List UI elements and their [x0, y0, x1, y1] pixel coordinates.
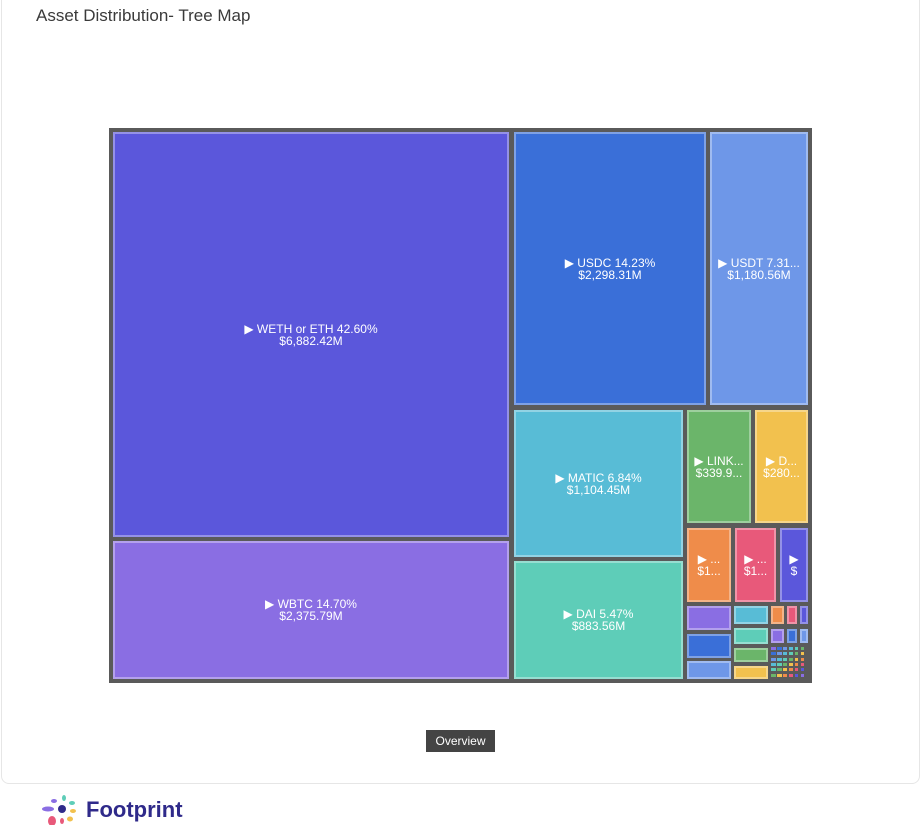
- treemap-tiny-cell[interactable]: [795, 673, 798, 677]
- treemap-tiny-cell[interactable]: [783, 647, 787, 650]
- footprint-logo-icon: [42, 795, 76, 825]
- treemap-small-cell[interactable]: [771, 606, 784, 624]
- treemap-tiny-cell[interactable]: [783, 657, 787, 661]
- treemap-tiny-cell[interactable]: [801, 657, 804, 661]
- treemap-tiny-cell[interactable]: [777, 668, 782, 672]
- treemap-tiny-cell[interactable]: [777, 657, 782, 661]
- treemap-tiny-cell[interactable]: [801, 673, 804, 677]
- cell-label: ▶ ...: [697, 552, 721, 566]
- treemap-small-cell[interactable]: [787, 629, 797, 643]
- treemap-tiny-cell[interactable]: [789, 652, 793, 656]
- brand-name: Footprint: [86, 797, 183, 822]
- treemap-tiny-cell[interactable]: [771, 652, 776, 656]
- treemap-cell[interactable]: ▶ USDC 14.23% $2,298.31M: [514, 132, 706, 405]
- treemap-tiny-cell[interactable]: [795, 668, 798, 672]
- treemap-tiny-cell[interactable]: [777, 662, 782, 666]
- treemap-tiny-cell[interactable]: [795, 652, 798, 656]
- cell-label: $6,882.42M: [279, 333, 343, 348]
- cell-label: ▶ DAI 5.47%: [563, 607, 634, 621]
- treemap-small-cell[interactable]: [734, 666, 768, 679]
- treemap-cell[interactable]: ▶ $: [780, 528, 808, 602]
- treemap-tiny-cell[interactable]: [783, 662, 787, 666]
- treemap-tiny-cell[interactable]: [777, 673, 782, 677]
- cell-label: $280...: [763, 465, 800, 480]
- treemap-small-cell[interactable]: [734, 628, 768, 644]
- cell-label: $1,104.45M: [566, 482, 631, 497]
- treemap-cell[interactable]: ▶ DAI 5.47% $883.56M: [514, 561, 683, 679]
- faint-header-text: — — — — — — — — —: [712, 0, 835, 4]
- chart-title: Asset Distribution- Tree Map: [36, 6, 251, 25]
- treemap: ▶ WETH or ETH 42.60% $6,882.42M ▶ WBTC 14.…: [109, 128, 812, 683]
- treemap-small-cell[interactable]: [687, 661, 731, 679]
- treemap-tiny-cell[interactable]: [801, 668, 804, 672]
- cell-label: ▶ WETH or ETH 42.60%: [244, 321, 378, 336]
- treemap-tiny-cell[interactable]: [801, 647, 804, 650]
- treemap-cell[interactable]: ▶ WETH or ETH 42.60% $6,882.42M: [113, 132, 509, 537]
- treemap-tiny-cell[interactable]: [771, 657, 776, 661]
- treemap-cell[interactable]: ▶ ... $1...: [687, 528, 731, 602]
- cell-label: ▶: [789, 552, 799, 566]
- treemap-tiny-cell[interactable]: [783, 673, 787, 677]
- treemap-small-cell[interactable]: [787, 606, 797, 624]
- cell-label: ▶ WBTC 14.70%: [265, 597, 357, 611]
- treemap-tiny-cell[interactable]: [771, 647, 776, 650]
- treemap-tiny-cell[interactable]: [771, 668, 776, 672]
- treemap-tiny-cell[interactable]: [789, 668, 793, 672]
- cell-label: ▶ ...: [744, 552, 767, 566]
- treemap-cell[interactable]: ▶ USDT 7.31... $1,180.56M: [710, 132, 808, 405]
- cell-label: ▶ MATIC 6.84%: [555, 470, 642, 485]
- treemap-tiny-cell[interactable]: [795, 657, 798, 661]
- overview-button[interactable]: Overview: [426, 730, 495, 752]
- treemap-tiny-cell[interactable]: [777, 652, 782, 656]
- treemap-tiny-cell[interactable]: [783, 652, 787, 656]
- treemap-tiny-cell[interactable]: [789, 673, 793, 677]
- treemap-small-cell[interactable]: [771, 629, 784, 643]
- treemap-small-cell[interactable]: [734, 648, 768, 662]
- cell-label: $1,180.56M: [727, 267, 791, 282]
- cell-label: $1...: [743, 564, 768, 578]
- cell-label: ▶ USDC 14.23%: [564, 255, 656, 270]
- treemap-cell[interactable]: ▶ MATIC 6.84% $1,104.45M: [514, 410, 683, 557]
- treemap-tiny-cell[interactable]: [771, 662, 776, 666]
- treemap-cell[interactable]: ▶ ... $1...: [735, 528, 776, 602]
- treemap-cell[interactable]: ▶ D... $280...: [755, 410, 808, 523]
- treemap-small-cell[interactable]: [734, 606, 768, 624]
- treemap-small-cell[interactable]: [687, 634, 731, 658]
- treemap-tiny-cell[interactable]: [789, 647, 793, 650]
- cell-label: $2,375.79M: [279, 609, 343, 623]
- cell-label: ▶ LINK...: [694, 453, 744, 468]
- treemap-small-cell[interactable]: [800, 606, 808, 624]
- cell-label: ▶ USDT 7.31...: [718, 255, 800, 270]
- treemap-tiny-cell[interactable]: [777, 647, 782, 650]
- treemap-tiny-cell[interactable]: [795, 647, 798, 650]
- cell-label: ▶ D...: [765, 453, 798, 468]
- cell-label: $1...: [697, 564, 721, 578]
- treemap-tiny-cell[interactable]: [771, 673, 776, 677]
- footprint-logo[interactable]: Footprint: [40, 795, 183, 825]
- treemap-small-cell[interactable]: [687, 606, 731, 630]
- cell-label: $2,298.31M: [578, 267, 642, 282]
- cell-label: $339.9...: [695, 465, 743, 480]
- treemap-cell[interactable]: ▶ LINK... $339.9...: [687, 410, 751, 523]
- treemap-tiny-cell[interactable]: [789, 657, 793, 661]
- cell-label: $: [790, 564, 798, 578]
- treemap-tiny-cell[interactable]: [789, 662, 793, 666]
- treemap-tiny-cell[interactable]: [783, 668, 787, 672]
- treemap-tiny-cell[interactable]: [801, 652, 804, 656]
- cell-label: $883.56M: [571, 619, 626, 633]
- treemap-tiny-cell[interactable]: [801, 662, 804, 666]
- treemap-cell[interactable]: ▶ WBTC 14.70% $2,375.79M: [113, 541, 509, 679]
- treemap-tiny-cell[interactable]: [795, 662, 798, 666]
- treemap-small-cell[interactable]: [800, 629, 808, 643]
